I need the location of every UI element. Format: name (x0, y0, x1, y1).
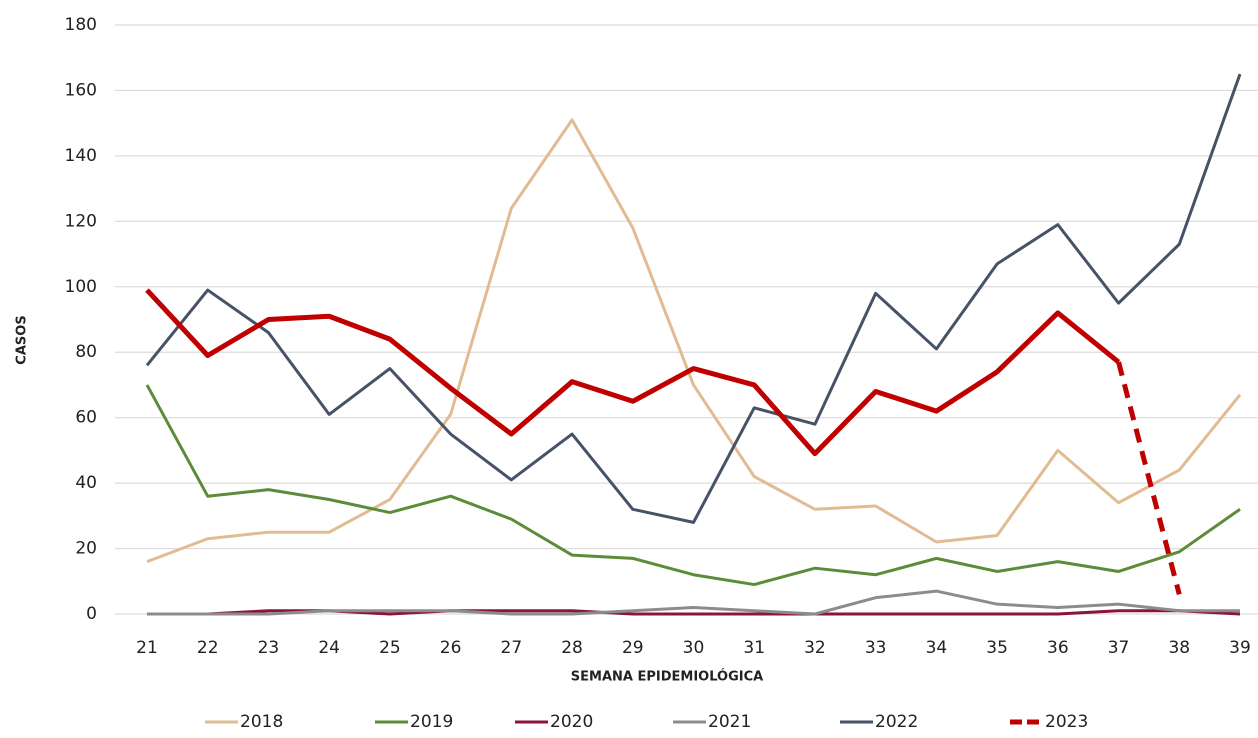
x-tick-label: 34 (926, 638, 948, 658)
legend-label: 2020 (550, 712, 593, 732)
y-tick-label: 160 (65, 80, 97, 100)
y-tick-label: 80 (75, 342, 97, 362)
x-tick-label: 39 (1229, 638, 1251, 658)
y-tick-label: 100 (65, 277, 97, 297)
line (147, 589, 1240, 616)
x-tick-label: 37 (1108, 638, 1130, 658)
y-tick-label: 140 (65, 146, 97, 166)
y-tick-label: 0 (86, 604, 97, 624)
y-tick-label: 20 (75, 539, 97, 559)
x-tick-label: 32 (804, 638, 826, 658)
x-tick-label: 21 (136, 638, 158, 658)
x-axis-title: SEMANA EPIDEMIOLÓGICA (571, 669, 763, 685)
x-tick-label: 27 (501, 638, 523, 658)
y-tick-label: 180 (65, 15, 97, 35)
x-tick-label: 36 (1047, 638, 1069, 658)
line (146, 118, 1242, 564)
x-tick-label: 28 (561, 638, 583, 658)
legend-label: 2022 (875, 712, 918, 732)
x-tick-label: 23 (258, 638, 280, 658)
x-tick-label: 22 (197, 638, 219, 658)
x-tick-label: 30 (683, 638, 705, 658)
y-axis-title: CASOS (15, 315, 30, 364)
line (145, 73, 1242, 524)
x-tick-label: 29 (622, 638, 644, 658)
x-tick-label: 26 (440, 638, 462, 658)
x-tick-label: 33 (865, 638, 887, 658)
x-tick-label: 25 (379, 638, 401, 658)
line (145, 288, 1121, 457)
y-tick-label: 60 (75, 408, 97, 428)
x-tick-label: 35 (986, 638, 1008, 658)
legend-label: 2018 (240, 712, 283, 732)
x-tick-label: 38 (1168, 638, 1190, 658)
y-tick-label: 40 (75, 473, 97, 493)
legend-label: 2019 (410, 712, 453, 732)
y-tick-label: 120 (65, 211, 97, 231)
line (145, 384, 1241, 587)
x-tick-label: 24 (318, 638, 340, 658)
x-tick-label: 31 (743, 638, 765, 658)
line (1116, 361, 1182, 595)
legend-label: 2023 (1045, 712, 1088, 732)
legend-label: 2021 (708, 712, 751, 732)
